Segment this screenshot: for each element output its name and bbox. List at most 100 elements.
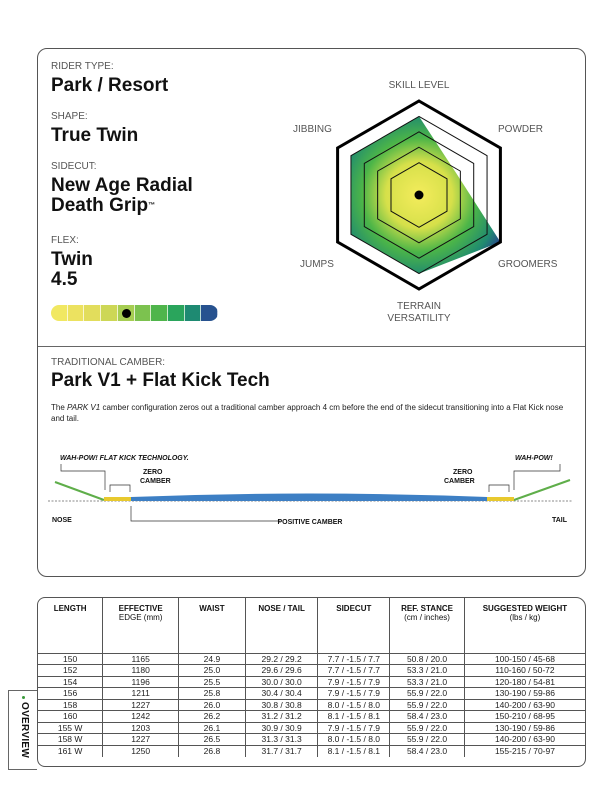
table-cell: 30.4 / 30.4 [244, 687, 318, 699]
camber-profile-diagram: WAH-POW! FLAT KICK TECHNOLOGY. WAH-POW! … [48, 455, 572, 526]
table-cell: 155 W [38, 721, 103, 734]
flex-scale-bar [51, 305, 218, 321]
table-row: 158 W 1227 26.5 31.3 / 31.3 8.0 / -1.5 / 8.0… [38, 733, 585, 745]
tail-zero-camber-segment [487, 497, 514, 501]
table-cell: 50.8 / 20.0 [389, 652, 465, 665]
table-cell: 1196 [102, 675, 179, 688]
radar-ring [363, 131, 475, 259]
axis-label-powder: POWDER [498, 124, 543, 135]
shape-value: True Twin [51, 125, 139, 146]
radar-ring [350, 115, 488, 275]
tail-label: TAIL [552, 517, 568, 524]
table-cell: 55.9 / 22.0 [389, 721, 465, 734]
camber-label: TRADITIONAL CAMBER: [51, 357, 166, 368]
trademark: ™ [148, 202, 156, 209]
active-dot-icon [22, 696, 25, 699]
table-cell: 26.8 [178, 744, 246, 757]
table-cell: 161 W [38, 744, 103, 757]
tail-kick [513, 479, 571, 501]
table-cell: 120-180 / 54-81 [463, 675, 585, 688]
table-cell: 1211 [102, 687, 179, 699]
table-cell: 26.5 [178, 733, 246, 745]
table-cell: 1165 [102, 652, 179, 665]
table-cell: 31.2 / 31.2 [244, 710, 318, 722]
column-header: SUGGESTED WEIGHT (lbs / kg) [463, 598, 585, 653]
radar-outer-ring [336, 99, 502, 291]
radar-value-area [350, 116, 501, 274]
flex-segment [184, 305, 202, 321]
flex-segment [84, 305, 102, 321]
table-cell: 130-190 / 59-86 [463, 721, 585, 734]
table-cell: 1203 [102, 721, 179, 734]
column-header: REF. STANCE (cm / inches) [389, 598, 465, 653]
flat-kick-callout-left: WAH-POW! FLAT KICK TECHNOLOGY. [60, 455, 189, 462]
table-cell: 140-200 / 63-90 [463, 733, 585, 745]
table-cell: 156 [38, 687, 103, 699]
flex-segment [201, 305, 218, 321]
table-cell: 26.2 [178, 710, 246, 722]
table-row: 158 1227 26.0 30.8 / 30.8 8.0 / -1.5 / 8.0 55… [38, 698, 585, 711]
table-cell: 7.7 / -1.5 / 7.7 [317, 664, 390, 676]
axis-label-jumps: JUMPS [300, 259, 334, 270]
shape-label: SHAPE: [51, 111, 88, 122]
overview-side-tab[interactable]: OVERVIEW [8, 690, 37, 770]
axis-label-jibbing: JIBBING [293, 124, 332, 135]
overview-tab-label: OVERVIEW [19, 702, 30, 759]
table-cell: 154 [38, 675, 103, 688]
table-cell: 30.9 / 30.9 [244, 721, 318, 734]
radar-ring [390, 162, 448, 228]
table-cell: 8.0 / -1.5 / 8.0 [317, 733, 390, 745]
table-cell: 26.1 [178, 721, 246, 734]
table-cell: 8.0 / -1.5 / 8.0 [317, 698, 390, 711]
table-cell: 110-160 / 50-72 [463, 664, 585, 676]
positive-camber-segment [131, 493, 487, 501]
table-cell: 150 [38, 652, 103, 665]
column-header: SIDECUT [317, 598, 390, 653]
column-header: LENGTH [53, 604, 87, 613]
table-cell: 7.7 / -1.5 / 7.7 [317, 652, 390, 665]
flex-segment [151, 305, 168, 321]
nose-kick [54, 481, 105, 501]
column-header: NOSE / TAIL [244, 598, 318, 653]
section-divider [38, 346, 585, 347]
table-cell: 7.9 / -1.5 / 7.9 [317, 675, 390, 688]
table-cell: 140-200 / 63-90 [463, 698, 585, 711]
sidecut-value: New Age Radial Death Grip™ [51, 176, 193, 216]
table-cell: 1242 [102, 710, 179, 722]
table-cell: 55.9 / 22.0 [389, 687, 465, 699]
flex-segment [134, 305, 152, 321]
zero-label-left: ZERO [143, 469, 163, 476]
table-cell: 53.3 / 21.0 [389, 675, 465, 688]
axis-label-versatility: VERSATILITY [387, 313, 450, 324]
camber-profile-name: PARK V1 [67, 403, 101, 412]
table-cell: 100-150 / 45-68 [463, 652, 585, 665]
axis-label-skill-level: SKILL LEVEL [389, 80, 450, 91]
ride-characteristics-radar: SKILL LEVEL POWDER GROOMERS TERRAIN VERS… [293, 80, 558, 324]
flex-name: Twin [51, 249, 93, 270]
table-cell: 26.0 [178, 698, 246, 711]
table-cell: 1180 [102, 664, 179, 676]
table-row: 160 1242 26.2 31.2 / 31.2 8.1 / -1.5 / 8.1 58… [38, 710, 585, 722]
table-cell: 25.0 [178, 664, 246, 676]
nose-label: NOSE [52, 517, 72, 524]
flex-segment [167, 305, 185, 321]
table-row: 150 1165 24.9 29.2 / 29.2 7.7 / -1.5 / 7.7 50… [38, 652, 585, 665]
specs-table: LENGTH EFFECTIVE EDGE (mm) WAIST NOSE / TAIL… [37, 597, 586, 767]
axis-label-groomers: GROOMERS [498, 259, 558, 270]
table-cell: 150-210 / 68-95 [463, 710, 585, 722]
table-cell: 30.0 / 30.0 [244, 675, 318, 688]
table-cell: 1250 [102, 744, 179, 757]
table-cell: 55.9 / 22.0 [389, 733, 465, 745]
table-cell: 25.8 [178, 687, 246, 699]
table-row: 156 1211 25.8 30.4 / 30.4 7.9 / -1.5 / 7.9 55… [38, 687, 585, 699]
table-cell: 7.9 / -1.5 / 7.9 [317, 721, 390, 734]
table-cell: 58.4 / 23.0 [389, 710, 465, 722]
table-row: 161 W 1250 26.8 31.7 / 31.7 8.1 / -1.5 / 8.1… [38, 744, 585, 757]
board-overview-card: RIDER TYPE: Park / Resort SHAPE: True Tw… [37, 48, 586, 577]
flat-kick-callout-right: WAH-POW! [515, 455, 553, 462]
flex-segment [67, 305, 85, 321]
camber-label-left: CAMBER [140, 478, 171, 485]
table-row: 152 1180 25.0 29.6 / 29.6 7.7 / -1.5 / 7.7 53… [38, 664, 585, 676]
table-cell: 31.3 / 31.3 [244, 733, 318, 745]
table-header-row: LENGTH EFFECTIVE EDGE (mm) WAIST NOSE / TAIL… [38, 598, 585, 653]
